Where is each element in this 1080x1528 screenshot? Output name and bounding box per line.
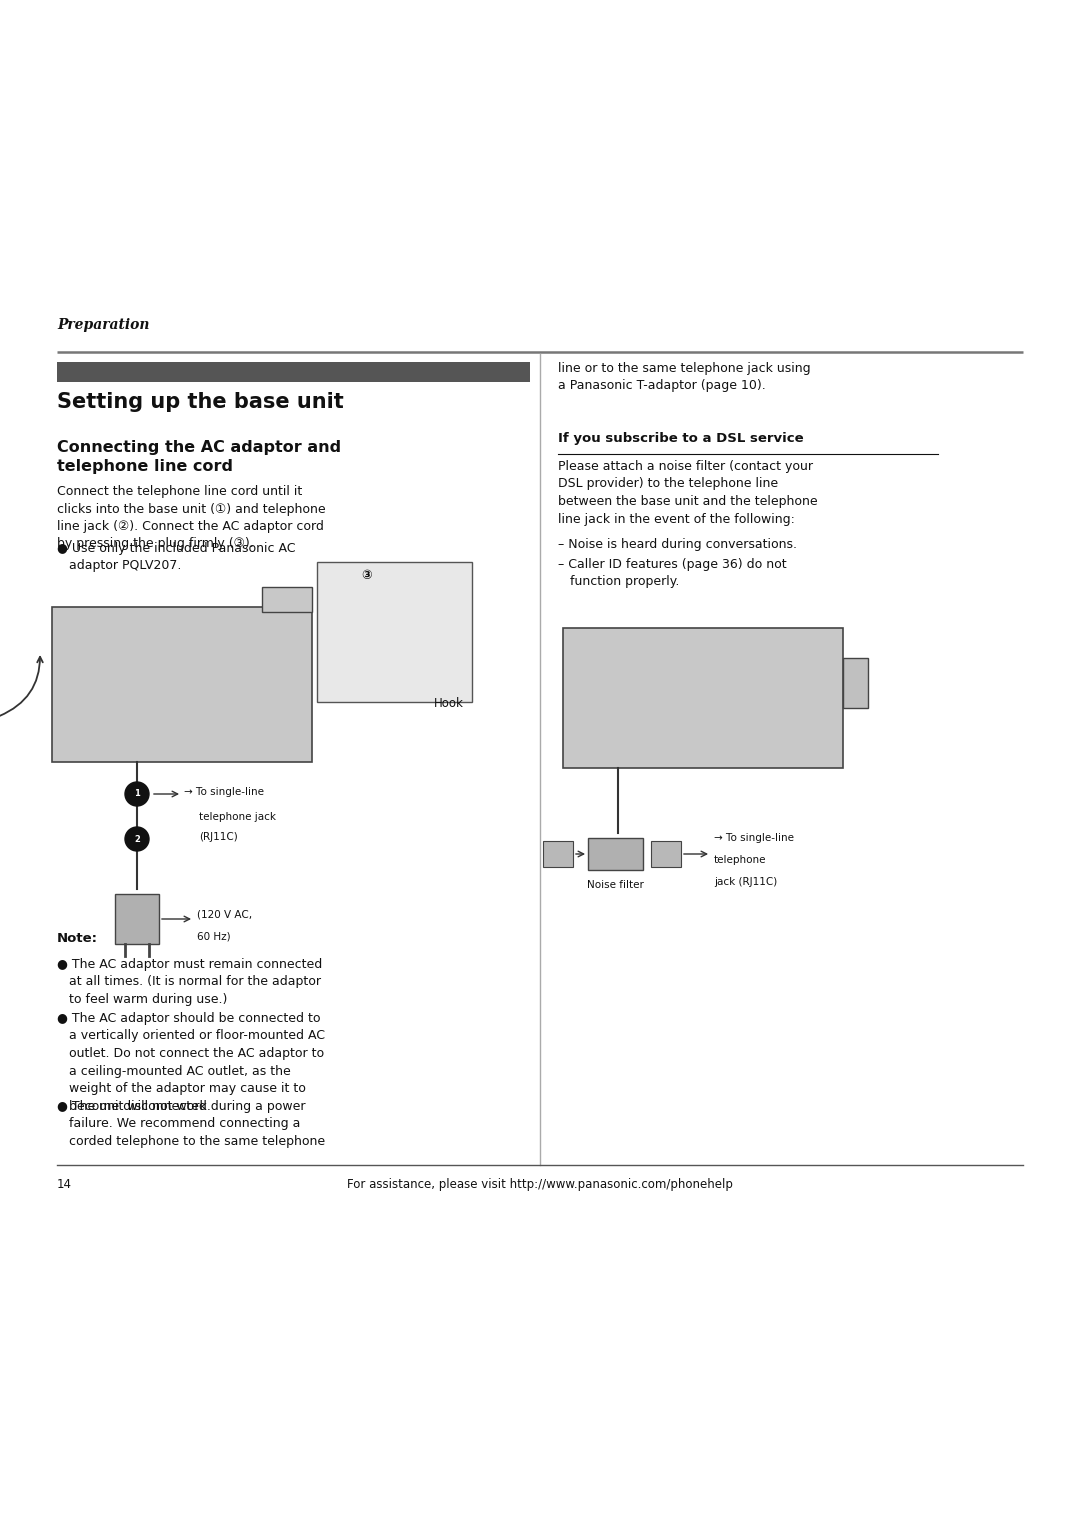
Bar [114,894,159,944]
Text: For assistance, please visit http://www.panasonic.com/phonehelp: For assistance, please visit http://www.… [347,1178,733,1190]
Bar [57,362,530,382]
Text: Hook: Hook [434,697,464,711]
Text: – Noise is heard during conversations.: – Noise is heard during conversations. [558,538,797,552]
Text: If you subscribe to a DSL service: If you subscribe to a DSL service [558,432,804,445]
Text: Note:: Note: [57,932,98,944]
Text: – Caller ID features (page 36) do not
   function properly.: – Caller ID features (page 36) do not fu… [558,558,786,588]
Text: ● The AC adaptor should be connected to
   a vertically oriented or floor-mounte: ● The AC adaptor should be connected to … [57,1012,325,1112]
Text: Connect the telephone line cord until it
clicks into the base unit (①) and telep: Connect the telephone line cord until it… [57,484,326,550]
Text: Please attach a noise filter (contact your
DSL provider) to the telephone line
b: Please attach a noise filter (contact yo… [558,460,818,526]
Text: 1: 1 [134,790,140,799]
Circle shape [125,827,149,851]
Text: Connecting the AC adaptor and
telephone line cord: Connecting the AC adaptor and telephone … [57,440,341,474]
Bar [651,842,681,866]
Text: → To single-line: → To single-line [714,833,794,843]
Bar [543,842,573,866]
Text: 14: 14 [57,1178,72,1190]
Bar [262,587,312,613]
Text: ● Use only the included Panasonic AC
   adaptor PQLV207.: ● Use only the included Panasonic AC ada… [57,542,296,573]
Text: telephone jack: telephone jack [199,811,276,822]
Text: (RJ11C): (RJ11C) [199,833,238,842]
Text: telephone: telephone [714,856,767,865]
Bar [318,562,472,701]
Text: (120 V AC,: (120 V AC, [197,909,252,918]
Bar [563,628,843,769]
Text: Noise filter: Noise filter [588,880,644,889]
Text: ● The AC adaptor must remain connected
   at all times. (It is normal for the ad: ● The AC adaptor must remain connected a… [57,958,322,1005]
Text: Setting up the base unit: Setting up the base unit [57,393,343,413]
Bar [588,837,643,869]
Text: ● The unit will not work during a power
   failure. We recommend connecting a
  : ● The unit will not work during a power … [57,1100,325,1148]
Bar [843,659,868,707]
Text: ③: ③ [362,568,373,582]
Text: 2: 2 [134,834,140,843]
Text: line or to the same telephone jack using
a Panasonic T-adaptor (page 10).: line or to the same telephone jack using… [558,362,811,393]
Text: → To single-line: → To single-line [184,787,264,798]
Text: Preparation: Preparation [57,318,149,332]
Text: 60 Hz): 60 Hz) [197,931,231,941]
Circle shape [125,782,149,805]
Bar [52,607,312,762]
Text: jack (RJ11C): jack (RJ11C) [714,877,778,886]
